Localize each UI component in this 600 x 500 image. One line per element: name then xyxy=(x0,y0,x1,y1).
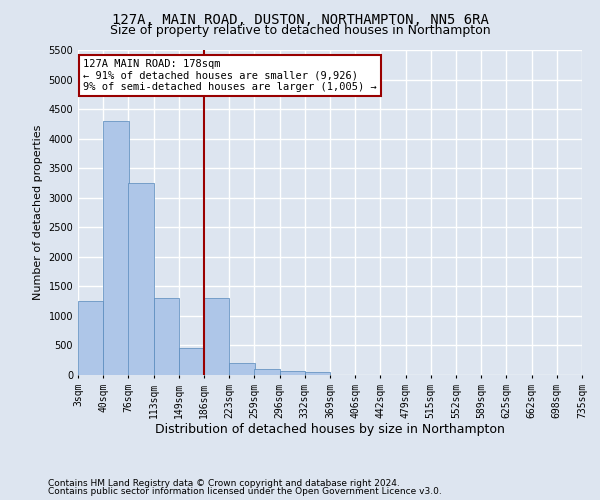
Text: Contains public sector information licensed under the Open Government Licence v3: Contains public sector information licen… xyxy=(48,487,442,496)
Bar xyxy=(204,298,229,375)
Bar xyxy=(280,372,305,375)
Y-axis label: Number of detached properties: Number of detached properties xyxy=(33,125,43,300)
Bar xyxy=(179,348,204,375)
Bar xyxy=(254,369,280,375)
Bar xyxy=(154,298,179,375)
Bar xyxy=(229,363,255,375)
Text: Size of property relative to detached houses in Northampton: Size of property relative to detached ho… xyxy=(110,24,490,37)
Text: 127A MAIN ROAD: 178sqm
← 91% of detached houses are smaller (9,926)
9% of semi-d: 127A MAIN ROAD: 178sqm ← 91% of detached… xyxy=(83,59,377,92)
Bar xyxy=(78,301,103,375)
Text: 127A, MAIN ROAD, DUSTON, NORTHAMPTON, NN5 6RA: 127A, MAIN ROAD, DUSTON, NORTHAMPTON, NN… xyxy=(112,12,488,26)
X-axis label: Distribution of detached houses by size in Northampton: Distribution of detached houses by size … xyxy=(155,424,505,436)
Bar xyxy=(103,121,129,375)
Bar xyxy=(128,183,154,375)
Bar xyxy=(305,372,330,375)
Text: Contains HM Land Registry data © Crown copyright and database right 2024.: Contains HM Land Registry data © Crown c… xyxy=(48,478,400,488)
